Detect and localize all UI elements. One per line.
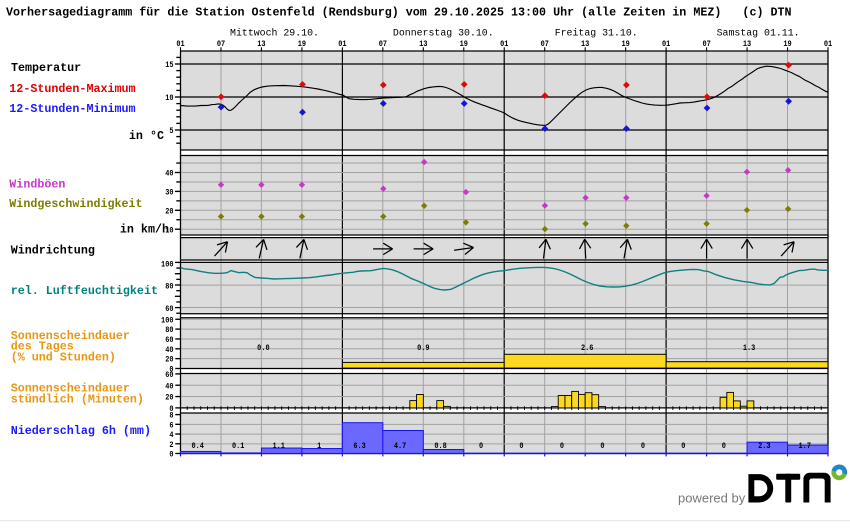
svg-text:rel. Luftfeuchtigkeit: rel. Luftfeuchtigkeit xyxy=(11,284,158,298)
svg-text:1.7: 1.7 xyxy=(799,441,811,451)
svg-text:100: 100 xyxy=(161,259,173,269)
svg-text:1: 1 xyxy=(317,441,321,451)
svg-text:Windrichtung: Windrichtung xyxy=(11,243,95,257)
svg-text:8: 8 xyxy=(169,411,173,421)
svg-text:0.0: 0.0 xyxy=(257,343,269,353)
svg-text:100: 100 xyxy=(161,315,173,325)
svg-text:Freitag 31.10.: Freitag 31.10. xyxy=(555,28,638,39)
svg-text:0.4: 0.4 xyxy=(192,441,204,451)
svg-text:20: 20 xyxy=(165,355,173,365)
svg-text:15: 15 xyxy=(165,60,173,70)
svg-text:0: 0 xyxy=(169,450,173,460)
svg-text:07: 07 xyxy=(702,39,710,49)
svg-text:Samstag 01.11.: Samstag 01.11. xyxy=(717,28,800,39)
svg-text:19: 19 xyxy=(622,39,630,49)
svg-text:Vorhersagediagramm für die Sta: Vorhersagediagramm für die Station Osten… xyxy=(6,6,792,20)
svg-text:4: 4 xyxy=(169,430,173,440)
svg-text:Windböen: Windböen xyxy=(9,178,65,192)
svg-text:5: 5 xyxy=(169,126,173,136)
svg-text:80: 80 xyxy=(165,325,173,335)
svg-text:0.1: 0.1 xyxy=(232,441,244,451)
svg-text:6: 6 xyxy=(169,420,173,430)
svg-text:01: 01 xyxy=(176,39,184,49)
svg-text:01: 01 xyxy=(824,39,832,49)
svg-text:2.6: 2.6 xyxy=(581,343,593,353)
svg-text:60: 60 xyxy=(165,304,173,314)
svg-text:60: 60 xyxy=(165,370,173,380)
svg-text:2.3: 2.3 xyxy=(758,441,770,451)
svg-text:60: 60 xyxy=(165,335,173,345)
svg-text:1.3: 1.3 xyxy=(743,343,755,353)
svg-text:Windgeschwindigkeit: Windgeschwindigkeit xyxy=(9,197,142,211)
svg-text:13: 13 xyxy=(581,39,589,49)
svg-text:0.8: 0.8 xyxy=(434,441,446,451)
svg-text:12-Stunden-Maximum: 12-Stunden-Maximum xyxy=(9,82,135,96)
svg-text:01: 01 xyxy=(662,39,670,49)
svg-text:01: 01 xyxy=(338,39,346,49)
svg-text:0: 0 xyxy=(479,441,483,451)
svg-text:19: 19 xyxy=(298,39,306,49)
svg-text:Mittwoch 29.10.: Mittwoch 29.10. xyxy=(230,28,319,39)
svg-text:07: 07 xyxy=(217,39,225,49)
svg-text:(% und Stunden): (% und Stunden) xyxy=(11,351,116,365)
svg-text:0: 0 xyxy=(519,441,523,451)
svg-text:80: 80 xyxy=(165,282,173,292)
svg-text:13: 13 xyxy=(419,39,427,49)
svg-text:0: 0 xyxy=(560,441,564,451)
svg-text:1.1: 1.1 xyxy=(272,441,284,451)
svg-text:20: 20 xyxy=(165,206,173,216)
svg-text:stündlich (Minuten): stündlich (Minuten) xyxy=(11,392,144,406)
svg-text:19: 19 xyxy=(460,39,468,49)
svg-text:0: 0 xyxy=(641,441,645,451)
svg-text:19: 19 xyxy=(783,39,791,49)
svg-text:Donnerstag 30.10.: Donnerstag 30.10. xyxy=(393,28,494,39)
svg-text:07: 07 xyxy=(379,39,387,49)
svg-text:30: 30 xyxy=(165,187,173,197)
svg-text:20: 20 xyxy=(165,393,173,403)
svg-text:Niederschlag 6h (mm): Niederschlag 6h (mm) xyxy=(11,424,151,438)
svg-text:0: 0 xyxy=(600,441,604,451)
svg-text:0.9: 0.9 xyxy=(417,343,429,353)
svg-text:01: 01 xyxy=(500,39,508,49)
svg-text:07: 07 xyxy=(541,39,549,49)
svg-text:13: 13 xyxy=(743,39,751,49)
svg-text:12-Stunden-Minimum: 12-Stunden-Minimum xyxy=(9,102,135,116)
svg-text:2: 2 xyxy=(169,440,173,450)
svg-text:in km/h: in km/h xyxy=(120,222,169,236)
svg-text:6.3: 6.3 xyxy=(353,441,365,451)
svg-text:in °C: in °C xyxy=(129,129,164,143)
svg-text:0: 0 xyxy=(722,441,726,451)
svg-text:0: 0 xyxy=(681,441,685,451)
svg-text:powered by: powered by xyxy=(678,491,746,506)
svg-text:40: 40 xyxy=(165,169,173,179)
svg-text:10: 10 xyxy=(165,93,173,103)
svg-text:13: 13 xyxy=(257,39,265,49)
svg-text:4.7: 4.7 xyxy=(394,441,406,451)
svg-text:40: 40 xyxy=(165,345,173,355)
svg-text:40: 40 xyxy=(165,381,173,391)
svg-text:Temperatur: Temperatur xyxy=(11,61,81,75)
